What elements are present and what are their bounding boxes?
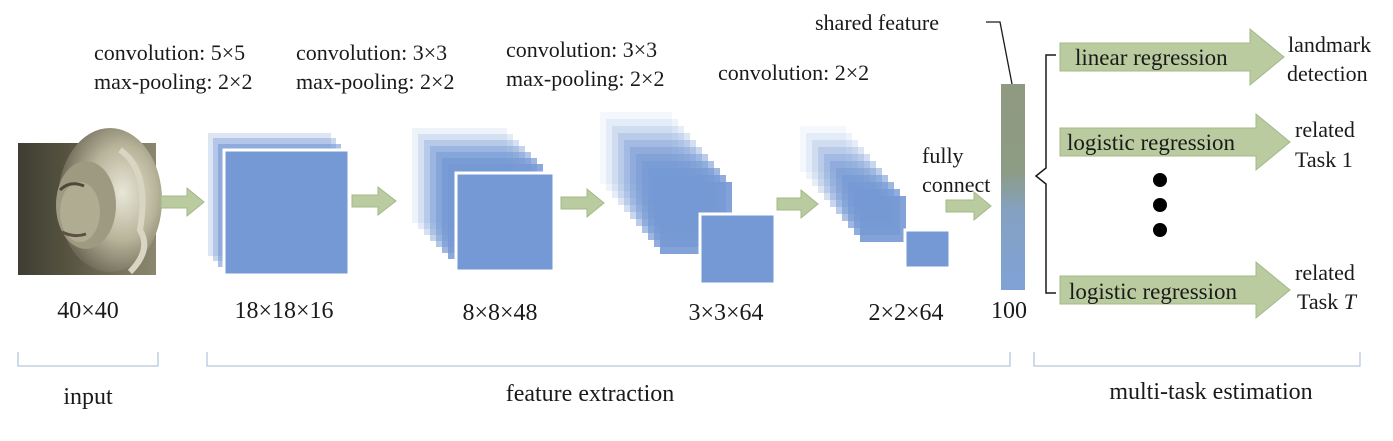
task-brace (1034, 54, 1056, 294)
input-group-label: input (63, 384, 113, 410)
stage-4-dim: 2×2×64 (868, 300, 943, 326)
task-3-method: logistic regression (1069, 279, 1237, 304)
task-arrows (1059, 27, 1291, 320)
task-arrow-linear (1059, 27, 1285, 87)
group-brackets (17, 352, 1361, 367)
task-1-target-line-1: landmark (1288, 32, 1371, 57)
flow-arrow (560, 187, 605, 219)
shared-feature-pointer (986, 21, 1013, 85)
flow-arrow (776, 188, 819, 220)
shared-feature-dim: 100 (991, 298, 1027, 324)
stage-3-dim: 3×3×64 (688, 300, 763, 326)
feature-extraction-bracket (206, 352, 1011, 367)
flow-arrows (160, 185, 992, 222)
feature-maps-3x3x64 (600, 112, 777, 286)
flow-arrow (160, 186, 205, 218)
fully-connect-line-1: fully (922, 143, 964, 168)
task-3-target-word: Task (1297, 289, 1344, 314)
input-bracket (17, 352, 159, 367)
task-1-target-line-2: detection (1287, 61, 1368, 86)
multi-task-bracket (1033, 352, 1361, 367)
stage-4-op-1: convolution: 2×2 (718, 60, 869, 85)
task-arrow-logistic-1 (1059, 112, 1291, 172)
stage-1-dim: 18×18×16 (234, 298, 333, 324)
stage-3-op-2: max-pooling: 2×2 (506, 66, 664, 91)
flow-arrow (351, 185, 397, 217)
task-2-target-line-2: Task 1 (1295, 147, 1353, 172)
input-face-image (18, 128, 162, 275)
feature-maps-18x18x16 (208, 133, 351, 277)
stage-1-op-2: max-pooling: 2×2 (94, 69, 252, 94)
fully-connect-line-2: connect (922, 172, 990, 197)
task-2-target-line-1: related (1295, 117, 1355, 142)
stage-2-op-1: convolution: 3×3 (296, 40, 447, 65)
stage-2-dim: 8×8×48 (462, 300, 537, 326)
task-arrow-logistic-t (1059, 260, 1291, 320)
stage-ops-labels: convolution: 5×5 max-pooling: 2×2 convol… (94, 37, 869, 94)
task-3-target-line-1: related (1295, 260, 1355, 285)
stage-3-op-1: convolution: 3×3 (506, 37, 657, 62)
multi-task-estimation-label: multi-task estimation (1109, 379, 1312, 405)
task-3-target-italic: T (1344, 289, 1358, 314)
flow-arrow (945, 190, 992, 222)
feature-maps-2x2x64 (800, 126, 952, 270)
feature-maps-8x8x48 (412, 128, 556, 273)
shared-feature-vector (1001, 84, 1025, 290)
ellipsis-dots (1153, 173, 1167, 237)
task-3-target-line-2: Task T (1297, 289, 1358, 314)
feature-extraction-label: feature extraction (506, 381, 675, 407)
stage-1-op-1: convolution: 5×5 (94, 40, 245, 65)
task-2-method: logistic regression (1067, 130, 1235, 155)
shared-feature-label: shared feature (815, 10, 939, 35)
task-1-method: linear regression (1075, 45, 1228, 70)
input-dim-label: 40×40 (57, 298, 119, 324)
stage-2-op-2: max-pooling: 2×2 (296, 69, 454, 94)
